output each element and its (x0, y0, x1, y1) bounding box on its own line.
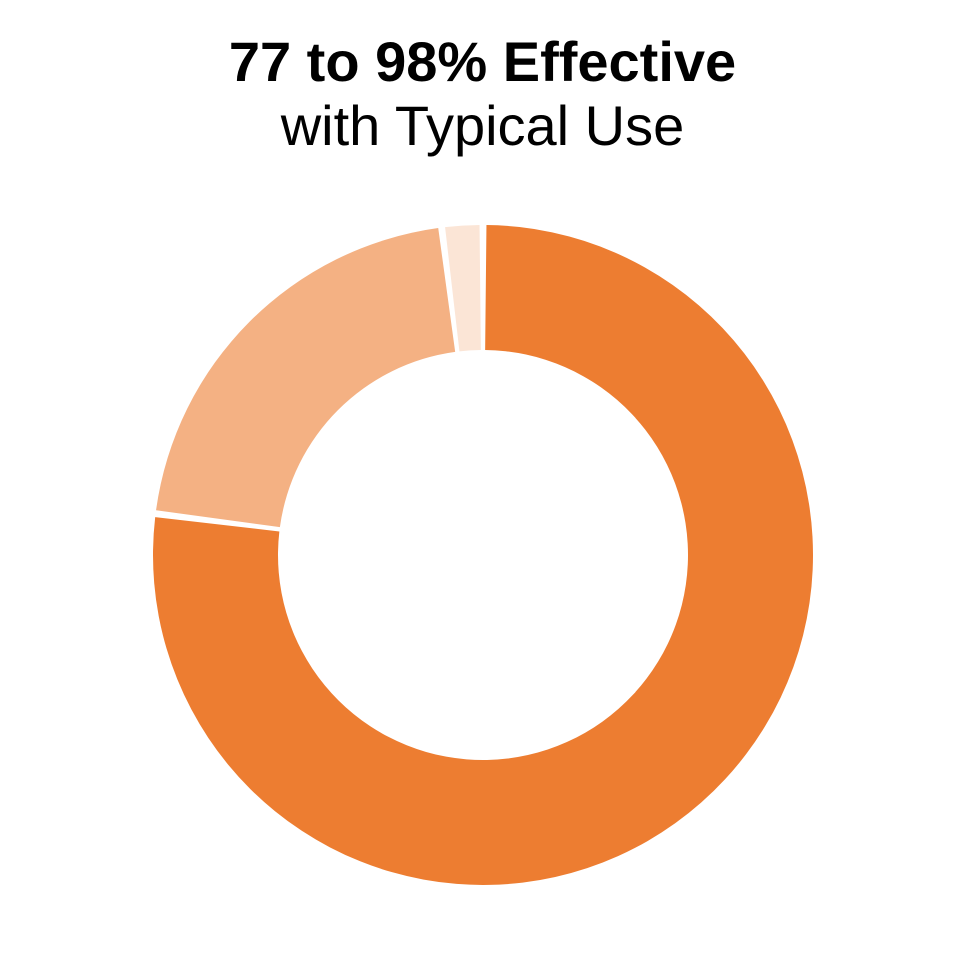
chart-title: 77 to 98% Effective with Typical Use (0, 30, 965, 159)
donut-slice-effective_range (156, 228, 455, 527)
donut-chart (153, 225, 813, 885)
chart-title-line1: 77 to 98% Effective (0, 30, 965, 94)
chart-title-line2: with Typical Use (0, 94, 965, 158)
chart-container: 77 to 98% Effective with Typical Use (0, 0, 965, 965)
